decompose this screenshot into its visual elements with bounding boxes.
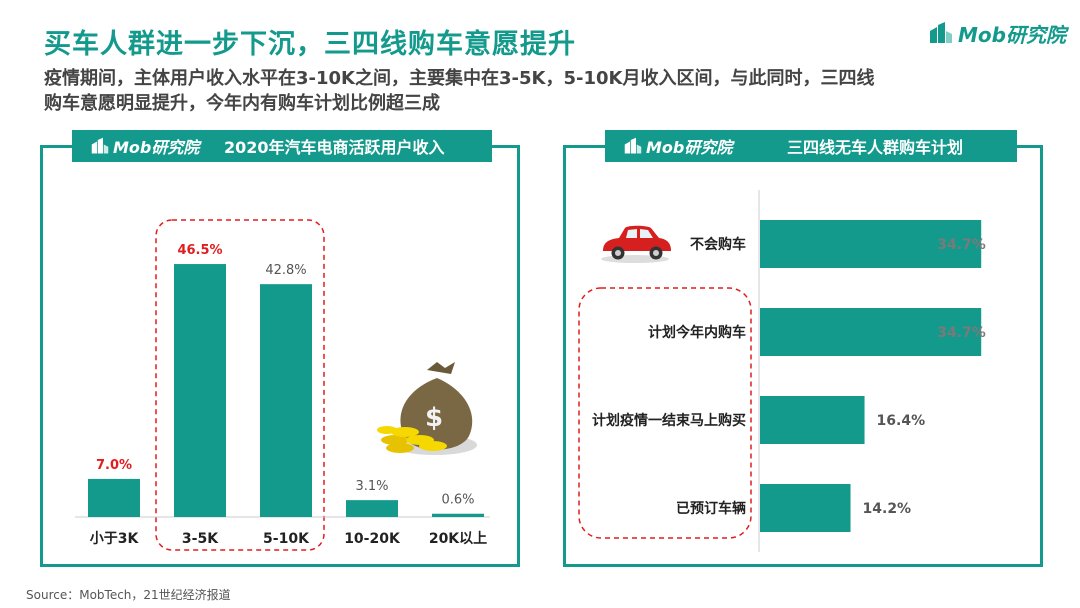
category-label: 小于3K (90, 531, 140, 547)
brand-logo: Mob研究院 (928, 18, 1066, 48)
category-label: 已预订车辆 (676, 500, 746, 517)
brand-logo-icon (624, 137, 642, 154)
subtitle-line-1: 疫情期间，主体用户收入水平在3-10K之间，主要集中在3-5K，5-10K月收入… (44, 68, 875, 89)
income-bar-chart: 7.0% 小于3K 46.5% 3-5K 42.8% 5-10K 3.1% 10-20K 0.6… (75, 219, 490, 551)
page-title: 买车人群进一步下沉，三四线购车意愿提升 (44, 29, 576, 60)
svg-text:$: $ (425, 403, 443, 433)
category-label: 计划疫情一结束马上购买 (592, 412, 746, 429)
right-panel-logo-text: Mob研究院 (646, 138, 733, 157)
money-bag-icon: $ (377, 362, 477, 455)
bar-value-label: 7.0% (96, 458, 132, 473)
highlight-box (578, 287, 752, 539)
page-subtitle: 疫情期间，主体用户收入水平在3-10K之间，主要集中在3-5K，5-10K月收入… (44, 66, 1044, 116)
bar-3 (346, 500, 398, 517)
left-panel-title: 2020年汽车电商活跃用户收入 (224, 138, 445, 157)
right-panel-logo: Mob研究院 (605, 134, 732, 158)
right-panel-title: 三四线无车人群购车计划 (787, 138, 964, 157)
category-label: 计划今年内购车 (648, 324, 746, 341)
left-panel-logo: Mob研究院 (72, 134, 199, 158)
bar-1 (174, 264, 226, 517)
source-note: Source：MobTech，21世纪经济报道 (26, 588, 231, 602)
left-panel-logo-text: Mob研究院 (113, 138, 200, 157)
bar-2 (760, 396, 865, 444)
category-label: 不会购车 (690, 236, 746, 253)
brand-text: Mob研究院 (958, 22, 1066, 47)
bar-0 (760, 220, 982, 268)
bar-3 (760, 484, 851, 532)
bar-value-label: 0.6% (441, 493, 474, 508)
bar-value-label: 46.5% (177, 243, 222, 258)
category-label: 5-10K (263, 531, 310, 547)
bar-1 (760, 308, 982, 356)
right-panel-header: Mob研究院 三四线无车人群购车计划 (605, 130, 1017, 162)
bar-value-label: 42.8% (265, 263, 306, 278)
bar-value-label: 3.1% (355, 479, 388, 494)
brand-logo-icon (930, 22, 952, 43)
bar-value-label: 16.4% (877, 413, 926, 429)
category-label: 10-20K (344, 531, 401, 547)
highlight-box (155, 219, 325, 551)
purchase-plan-bar-chart: 不会购车 34.7% 计划今年内购车 34.7% 计划疫情一结束马上购买 16.4% 已预订… (578, 190, 986, 552)
bar-value-label: 34.7% (937, 237, 986, 253)
bar-4 (432, 513, 484, 517)
bar-2 (260, 284, 312, 517)
red-car-icon (601, 225, 671, 263)
left-panel-header: Mob研究院 2020年汽车电商活跃用户收入 (72, 130, 492, 162)
bar-value-label: 14.2% (863, 501, 912, 517)
category-label: 20K以上 (429, 531, 487, 547)
bar-value-label: 34.7% (937, 325, 986, 341)
brand-logo-icon (91, 137, 109, 154)
subtitle-line-2: 购车意愿明显提升，今年内有购车计划比例超三成 (44, 93, 440, 114)
bar-0 (88, 478, 140, 517)
category-label: 3-5K (182, 531, 219, 547)
